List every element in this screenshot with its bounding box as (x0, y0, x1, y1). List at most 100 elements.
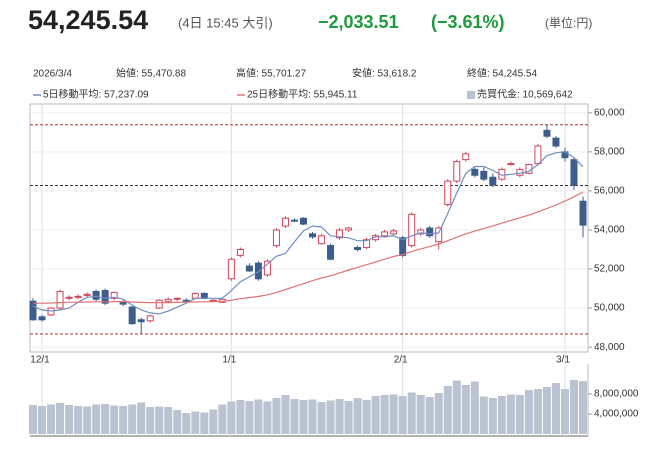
moving-average-line (32, 151, 584, 315)
volume-bar (335, 399, 344, 434)
unit: (単位:円) (545, 15, 592, 30)
candle-body (155, 299, 163, 309)
moving-average-line (33, 191, 584, 304)
y-tick-label: 8,000,000 (594, 389, 639, 400)
volume-bar (579, 381, 587, 434)
volume-bar (371, 396, 380, 434)
plot-frame (29, 103, 589, 353)
x-tick-label: 3/1 (556, 355, 570, 366)
candle-body (489, 176, 497, 186)
volume-bar (29, 405, 37, 434)
volume-bar (263, 401, 272, 434)
y-tick-label: 48,000 (594, 342, 625, 353)
candle-body (236, 248, 244, 256)
y-tick-label: 58,000 (594, 146, 625, 157)
volume-bar (344, 401, 353, 434)
candle-body (336, 229, 344, 239)
volume-bar (533, 389, 542, 434)
volume-bar (173, 410, 182, 434)
candle-body (354, 247, 362, 250)
volume-bar (470, 381, 479, 434)
candle-body (137, 319, 145, 323)
candle-body (56, 290, 64, 309)
legend-label: 5日移動平均: 57,237.09 (43, 88, 149, 101)
volume-bar (92, 404, 101, 434)
candle-body (110, 291, 118, 299)
volume-bar (137, 402, 146, 434)
volume-bar (353, 398, 362, 434)
volume-bar (101, 404, 110, 434)
volume-bar (164, 407, 173, 434)
volume-bar (317, 402, 326, 434)
volume-bar (254, 399, 263, 434)
candle-body (200, 292, 208, 299)
candle-body (435, 227, 443, 243)
volume-bar (398, 396, 407, 434)
x-tick-label: 12/1 (30, 355, 50, 366)
volume-bar (542, 387, 551, 434)
x-tick-label: 1/1 (222, 355, 236, 366)
volume-bar (416, 395, 425, 434)
y-tick-label: 52,000 (594, 264, 625, 275)
volume-bar (110, 405, 119, 434)
volume-bar (551, 383, 560, 434)
volume-bar (461, 385, 470, 434)
candle-body (390, 230, 398, 235)
candle-body (164, 298, 172, 302)
volume-bar (299, 400, 308, 434)
volume-bar (56, 403, 65, 434)
candle-body (74, 295, 82, 298)
candle-body (290, 219, 298, 222)
volume-bar (425, 397, 434, 434)
candle-body (327, 245, 335, 260)
y-tick-label: 60,000 (594, 107, 625, 118)
candle-body (119, 301, 127, 305)
volume-bar (389, 394, 398, 434)
y-tick-label: 56,000 (594, 186, 625, 197)
candle-body (191, 292, 199, 299)
y-tick-label: 4,000,000 (594, 409, 639, 420)
candle-body (480, 170, 488, 180)
candle-body (173, 297, 181, 300)
candle-body (399, 237, 407, 256)
change-pct: (−3.61%) (431, 12, 505, 32)
volume-bar (65, 405, 74, 434)
legend-marker (467, 91, 475, 99)
candle-body (570, 159, 578, 186)
candle-body (579, 200, 587, 226)
volume-bar (488, 398, 497, 434)
y-tick-label: 50,000 (594, 303, 625, 314)
change: −2,033.51 (318, 12, 399, 32)
volume-bar (272, 398, 281, 434)
volume-bar (47, 404, 56, 434)
volume-bar (182, 413, 191, 434)
candle-body (29, 300, 37, 321)
candle-body (543, 129, 551, 137)
candle-body (254, 262, 262, 280)
volume-bar (200, 412, 209, 434)
volume-bar (362, 400, 371, 434)
volume-bar (380, 395, 389, 434)
candle-body (101, 289, 109, 304)
volume-bar (560, 389, 569, 434)
high: 高値: 55,701.27 (236, 67, 306, 80)
volume-bar (227, 401, 236, 434)
volume-bar (146, 407, 155, 434)
candle-body (128, 306, 136, 325)
volume-bar (479, 396, 488, 434)
volume-bar (191, 411, 200, 434)
candle-body (318, 235, 326, 245)
candle-body (381, 231, 389, 237)
volume-bar (38, 406, 47, 434)
close: 終値: 54,245.54 (467, 67, 537, 80)
volume-bar (236, 400, 245, 434)
candle-body (462, 153, 470, 161)
volume-bar (569, 380, 578, 434)
volume-bar (434, 393, 443, 434)
volume-bar (128, 404, 137, 434)
time: (4日 15:45 大引) (178, 15, 273, 30)
candle-body (38, 316, 46, 321)
x-tick-label: 2/1 (394, 355, 408, 366)
candle-body (263, 260, 271, 276)
candle-body (453, 161, 461, 182)
